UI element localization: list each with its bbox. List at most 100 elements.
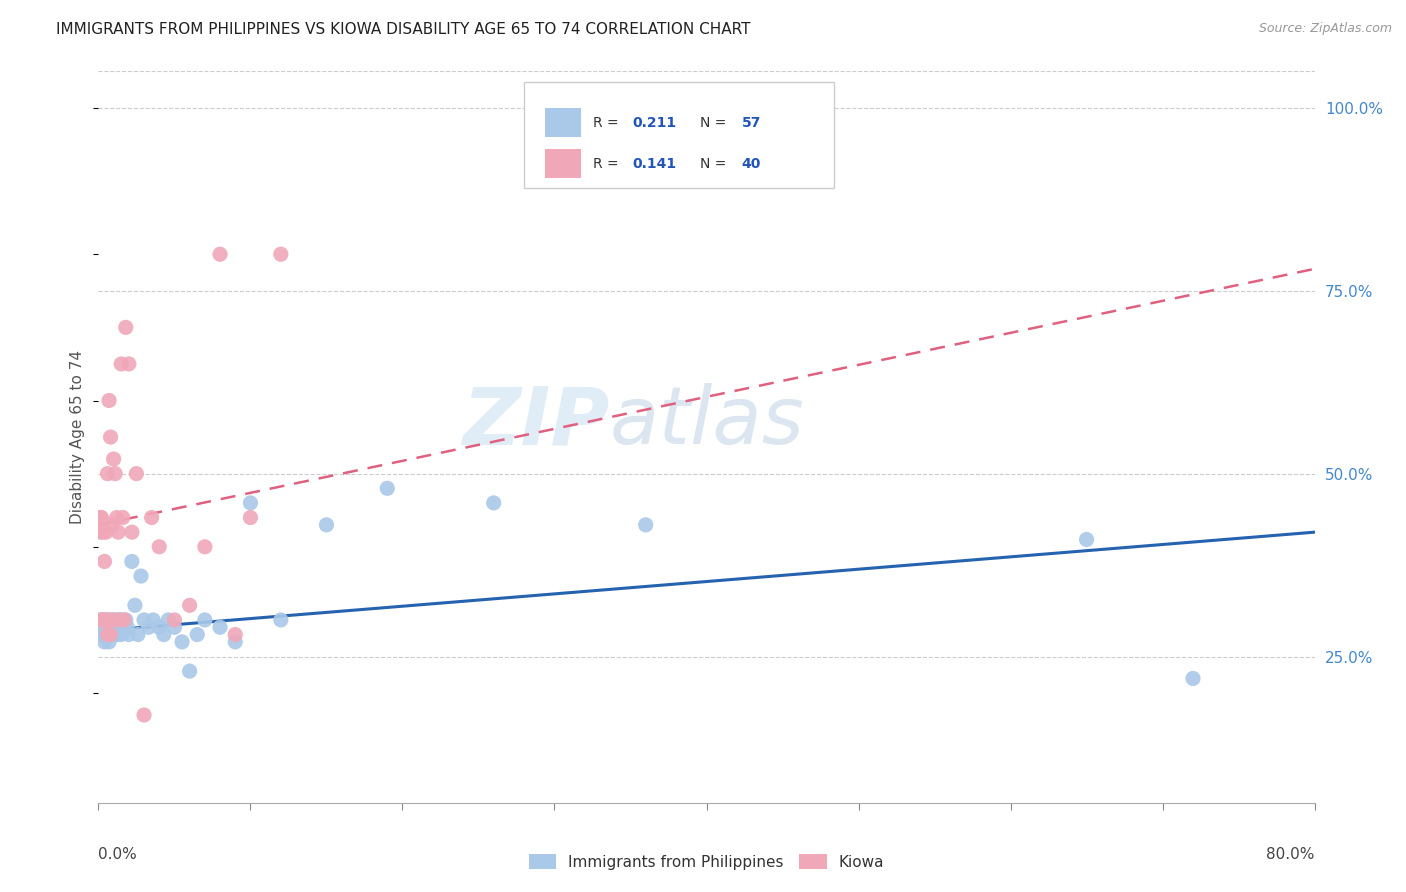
Text: N =: N = xyxy=(700,156,731,170)
Point xyxy=(179,599,201,613)
Point xyxy=(94,627,117,641)
Point xyxy=(141,510,163,524)
Point xyxy=(103,613,125,627)
Point xyxy=(170,635,193,649)
Point xyxy=(90,510,112,524)
Point xyxy=(103,452,125,467)
Text: ZIP: ZIP xyxy=(461,384,609,461)
Point xyxy=(112,620,135,634)
Point xyxy=(315,517,337,532)
Point xyxy=(110,627,132,641)
Point xyxy=(111,613,134,627)
Point xyxy=(103,613,125,627)
Point xyxy=(105,627,128,641)
Point xyxy=(138,620,160,634)
Point xyxy=(89,613,111,627)
Point xyxy=(107,620,129,634)
Text: 80.0%: 80.0% xyxy=(1267,847,1315,862)
Point xyxy=(142,613,165,627)
Text: Source: ZipAtlas.com: Source: ZipAtlas.com xyxy=(1258,22,1392,36)
Point xyxy=(98,393,121,408)
Point xyxy=(104,467,127,481)
Point xyxy=(93,635,115,649)
Point xyxy=(118,357,141,371)
Point xyxy=(91,627,114,641)
Point xyxy=(107,525,129,540)
Point xyxy=(104,620,127,634)
Text: IMMIGRANTS FROM PHILIPPINES VS KIOWA DISABILITY AGE 65 TO 74 CORRELATION CHART: IMMIGRANTS FROM PHILIPPINES VS KIOWA DIS… xyxy=(56,22,751,37)
Point xyxy=(121,525,143,540)
Point xyxy=(108,613,131,627)
Point xyxy=(482,496,505,510)
Point xyxy=(112,613,135,627)
Point xyxy=(148,540,170,554)
Point xyxy=(98,620,121,634)
Point xyxy=(90,627,112,641)
Point xyxy=(118,627,141,641)
Point xyxy=(239,510,262,524)
Point xyxy=(110,357,132,371)
Point xyxy=(270,613,292,627)
Point xyxy=(101,517,124,532)
Point xyxy=(96,467,118,481)
Point xyxy=(224,635,246,649)
Text: 0.0%: 0.0% xyxy=(98,847,138,862)
Legend: Immigrants from Philippines, Kiowa: Immigrants from Philippines, Kiowa xyxy=(523,847,890,876)
Point xyxy=(121,554,143,568)
Point xyxy=(125,467,148,481)
Y-axis label: Disability Age 65 to 74: Disability Age 65 to 74 xyxy=(70,350,86,524)
Text: N =: N = xyxy=(700,116,731,129)
Text: 0.211: 0.211 xyxy=(633,116,676,129)
Point xyxy=(94,613,117,627)
Point xyxy=(105,613,128,627)
FancyBboxPatch shape xyxy=(544,149,581,178)
Point xyxy=(91,525,114,540)
Point xyxy=(375,481,398,495)
Point xyxy=(1076,533,1098,547)
Point xyxy=(100,613,122,627)
Point xyxy=(194,540,217,554)
Point xyxy=(98,613,121,627)
Point xyxy=(90,613,112,627)
Point xyxy=(209,247,232,261)
Point xyxy=(209,620,232,634)
Point xyxy=(270,247,292,261)
Point xyxy=(132,708,155,723)
Point xyxy=(100,430,122,444)
Point xyxy=(132,613,155,627)
Point xyxy=(239,496,262,510)
Text: R =: R = xyxy=(593,116,623,129)
Text: R =: R = xyxy=(593,156,623,170)
Point xyxy=(91,613,114,627)
Point xyxy=(179,664,201,678)
Point xyxy=(163,620,186,634)
Point xyxy=(101,627,124,641)
Point xyxy=(93,620,115,634)
Point xyxy=(127,627,149,641)
Point xyxy=(98,635,121,649)
Point xyxy=(129,569,152,583)
Point xyxy=(96,627,118,641)
Text: 57: 57 xyxy=(742,116,761,129)
Point xyxy=(93,554,115,568)
Point xyxy=(89,525,111,540)
Text: atlas: atlas xyxy=(609,384,804,461)
Point xyxy=(124,599,146,613)
Point xyxy=(89,627,111,641)
Point xyxy=(152,627,174,641)
Text: 0.141: 0.141 xyxy=(633,156,676,170)
Point xyxy=(100,627,122,641)
Point xyxy=(114,320,136,334)
Point xyxy=(117,620,139,634)
Point xyxy=(96,627,118,641)
Point xyxy=(108,613,131,627)
Point xyxy=(634,517,657,532)
Point xyxy=(91,613,114,627)
Point xyxy=(103,627,125,641)
Point xyxy=(94,613,117,627)
FancyBboxPatch shape xyxy=(524,82,834,188)
FancyBboxPatch shape xyxy=(544,108,581,137)
Point xyxy=(157,613,180,627)
Point xyxy=(194,613,217,627)
Point xyxy=(224,627,246,641)
